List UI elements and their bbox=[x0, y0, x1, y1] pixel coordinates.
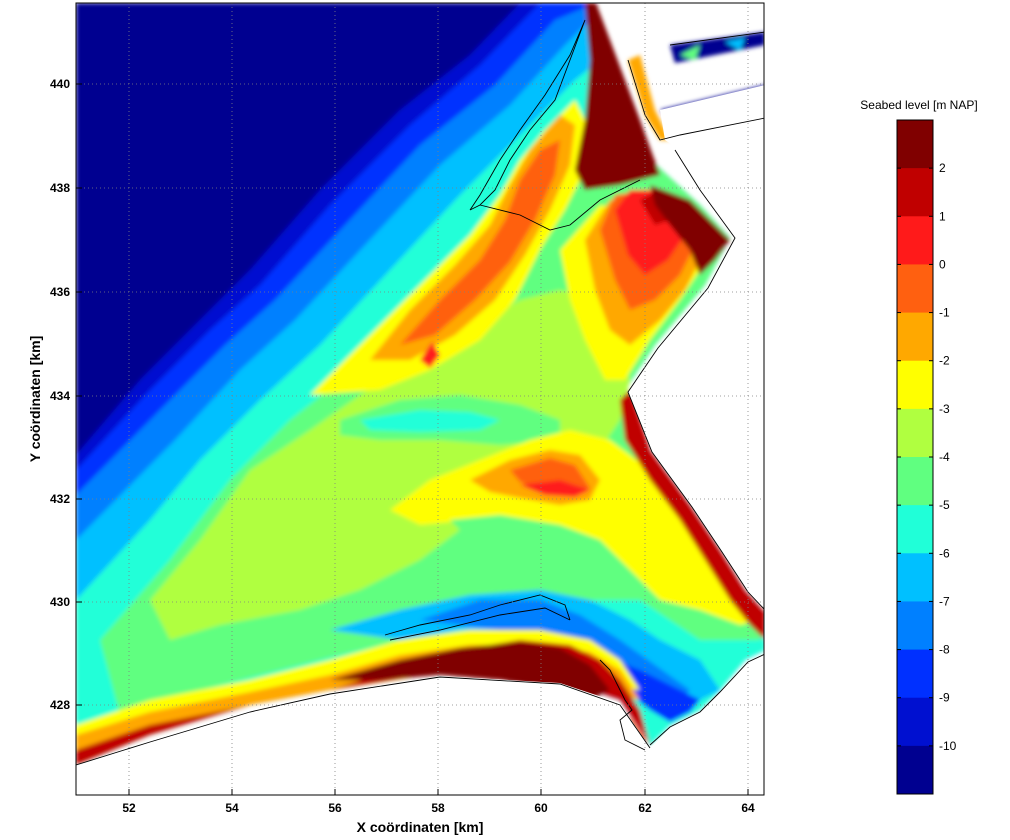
channel-south-green bbox=[450, 515, 620, 560]
coastline-south bbox=[76, 676, 651, 766]
colorbar-band bbox=[897, 457, 933, 506]
x-tick-label: 64 bbox=[741, 801, 755, 815]
colorbar-band bbox=[897, 120, 933, 169]
y-tick-label: 430 bbox=[50, 595, 70, 609]
colorbar-label: -10 bbox=[939, 739, 957, 753]
contour-lines bbox=[76, 19, 764, 766]
colorbar-band bbox=[897, 312, 933, 362]
y-tick-label: 432 bbox=[50, 492, 70, 506]
y-tick-label: 440 bbox=[50, 77, 70, 91]
colorbar-band bbox=[897, 697, 933, 747]
x-tick-label: 62 bbox=[638, 801, 652, 815]
depth-band-m3 bbox=[150, 290, 630, 640]
y-tick-label: 436 bbox=[50, 285, 70, 299]
colorbar-label: -8 bbox=[939, 643, 950, 657]
contour-north-loop bbox=[469, 19, 586, 211]
colorbar-label: 1 bbox=[939, 209, 946, 223]
y-tick-label: 428 bbox=[50, 698, 70, 712]
shoal-north-darkorange bbox=[400, 140, 560, 345]
colorbar-band bbox=[897, 553, 933, 602]
colorbar-label: -1 bbox=[939, 306, 950, 320]
coast-east-red bbox=[620, 390, 764, 639]
axes-frame bbox=[75, 2, 765, 796]
contour-north-channel bbox=[479, 179, 641, 231]
channel-cyan bbox=[360, 410, 500, 432]
colorbar: Seabed level [m NAP] 2 1 0 -1 -2 -3 -4 -5 -6 -7 -8… bbox=[860, 98, 978, 795]
x-axis-ticks: 52 54 56 58 60 62 64 bbox=[122, 789, 755, 815]
contour-harbour bbox=[599, 659, 646, 751]
shoal-north-red bbox=[420, 342, 440, 368]
colorbar-band bbox=[897, 360, 933, 410]
y-axis-ticks: 428 430 432 434 436 438 440 bbox=[50, 77, 82, 712]
colorbar-label: 2 bbox=[939, 161, 946, 175]
colorbar-label: -7 bbox=[939, 594, 950, 608]
dune-north-darkred bbox=[575, 3, 660, 190]
coastline-east bbox=[649, 653, 764, 746]
pier-orange bbox=[628, 55, 670, 140]
colorbar-band bbox=[897, 408, 933, 458]
x-tick-label: 58 bbox=[431, 801, 445, 815]
bathymetry-layer bbox=[76, 3, 764, 765]
land-south bbox=[76, 654, 764, 795]
colorbar-band bbox=[897, 649, 933, 699]
colorbar-label: -6 bbox=[939, 546, 950, 560]
channel-south-deepblue bbox=[420, 600, 690, 705]
colorbar-label: -9 bbox=[939, 691, 950, 705]
colorbar-label: -5 bbox=[939, 498, 950, 512]
colorbar-band bbox=[897, 745, 933, 795]
y-tick-label: 438 bbox=[50, 181, 70, 195]
dune-east-darkred bbox=[650, 185, 730, 275]
contour-south-groyne bbox=[384, 594, 571, 641]
colorbar-band bbox=[897, 264, 933, 314]
map-grid bbox=[76, 3, 764, 795]
pier-north-green bbox=[680, 45, 700, 60]
colorbar-label: -4 bbox=[939, 450, 950, 464]
shoal-south-red bbox=[520, 480, 590, 497]
colorbar-label: 0 bbox=[939, 257, 946, 271]
y-axis-label: Y coördinaten [km] bbox=[27, 336, 43, 463]
x-tick-label: 56 bbox=[328, 801, 342, 815]
land-east bbox=[600, 3, 764, 609]
colorbar-band bbox=[897, 601, 933, 651]
x-tick-label: 54 bbox=[225, 801, 239, 815]
y-tick-label: 434 bbox=[50, 389, 70, 403]
colorbar-label: -3 bbox=[939, 402, 950, 416]
colorbar-band bbox=[897, 216, 933, 265]
pier-north-cyan bbox=[725, 38, 745, 50]
x-axis-label: X coördinaten [km] bbox=[357, 819, 484, 835]
x-tick-label: 52 bbox=[122, 801, 136, 815]
colorbar-band bbox=[897, 505, 933, 554]
colorbar-band bbox=[897, 168, 933, 217]
colorbar-label: -2 bbox=[939, 354, 950, 368]
colorbar-title: Seabed level [m NAP] bbox=[860, 98, 977, 112]
coastline-east-upper bbox=[627, 149, 764, 610]
map-plot-area bbox=[76, 3, 764, 795]
pier-outline bbox=[627, 31, 764, 141]
colorbar-bands bbox=[897, 120, 933, 795]
colorbar-labels: 2 1 0 -1 -2 -3 -4 -5 -6 -7 -8 -9 -10 bbox=[897, 161, 957, 753]
x-tick-label: 60 bbox=[534, 801, 548, 815]
